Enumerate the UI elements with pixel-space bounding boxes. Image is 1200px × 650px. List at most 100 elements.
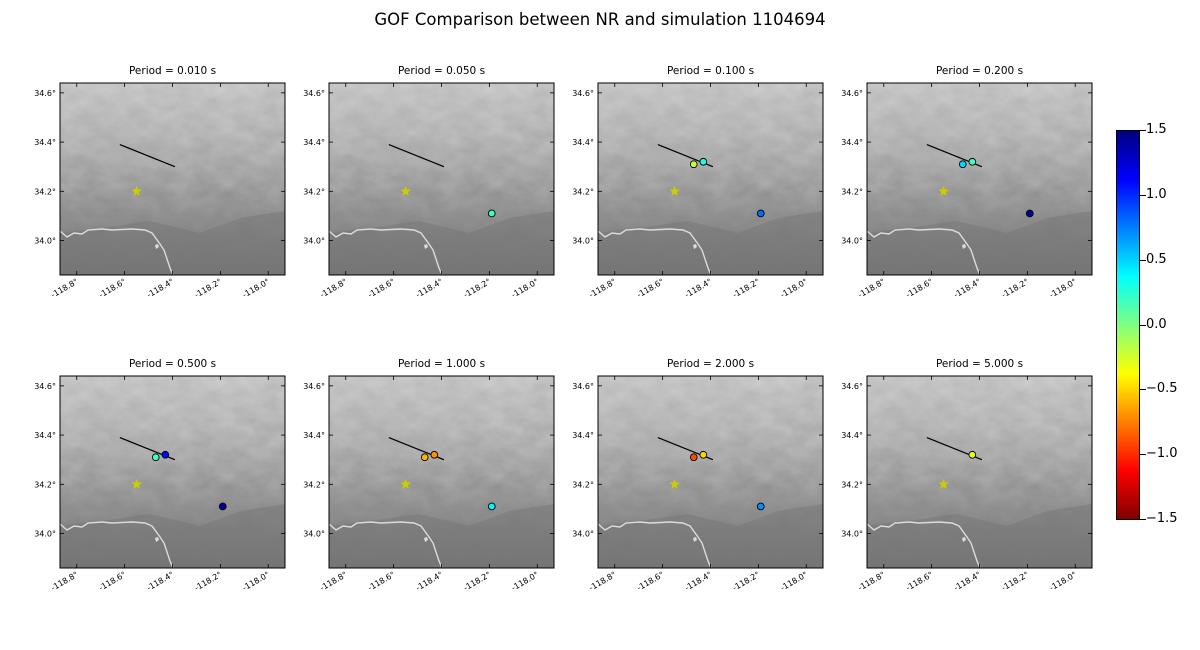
epicenter-star <box>938 478 949 489</box>
xtick-label: -118.2° <box>1000 277 1030 300</box>
basin-shade <box>598 504 823 568</box>
xtick-label: -118.4° <box>952 570 982 593</box>
epicenter-star <box>938 185 949 196</box>
ytick-label: 34.2° <box>34 480 56 489</box>
fault-trace <box>388 143 445 168</box>
station-marker <box>487 209 496 218</box>
station-marker <box>487 502 496 511</box>
xtick-label: -118.4° <box>952 277 982 300</box>
coastline <box>59 228 174 276</box>
terrain-texture <box>867 376 1092 568</box>
ytick-label: 34.4° <box>34 431 56 440</box>
map-panel: Period = 0.200 s 34.0° 34.2° 34.4° 34.6° -118… <box>841 65 1093 300</box>
epicenter-star <box>131 185 142 196</box>
station-marker <box>420 453 429 462</box>
basin-shade <box>60 211 285 275</box>
coastline-inlet <box>155 244 159 249</box>
station-marker <box>756 502 765 511</box>
panel-title: Period = 2.000 s <box>666 358 755 370</box>
basin-shade <box>598 211 823 275</box>
figure-title: GOF Comparison between NR and simulation… <box>374 10 826 29</box>
xtick-label: -118.8° <box>856 277 886 300</box>
xtick-label: -118.6° <box>904 570 934 593</box>
colorbar-tick <box>1140 194 1146 196</box>
ytick-label: 34.4° <box>303 431 325 440</box>
colorbar-tick-label: 1.0 <box>1146 186 1167 202</box>
ytick-label: 34.0° <box>34 530 56 539</box>
xtick-label: -118.8° <box>49 570 79 593</box>
station-marker <box>689 160 698 169</box>
xtick-label: -118.2° <box>462 277 492 300</box>
terrain-texture <box>60 83 285 275</box>
xtick-label: -118.4° <box>145 277 175 300</box>
xtick-label: -118.0° <box>241 277 271 300</box>
ytick-label: 34.4° <box>572 431 594 440</box>
coastline-inlet <box>962 244 966 249</box>
panel-title: Period = 0.500 s <box>128 358 217 370</box>
ytick-label: 34.0° <box>572 237 594 246</box>
station-marker <box>699 157 708 166</box>
coastline-inlet <box>424 537 428 542</box>
xtick-label: -118.8° <box>856 570 886 593</box>
xtick-label: -118.4° <box>414 277 444 300</box>
panel-title: Period = 1.000 s <box>397 358 486 370</box>
colorbar-tick-label: 1.5 <box>1146 122 1167 137</box>
colorbar-tick-label: 0.0 <box>1146 316 1167 332</box>
terrain-texture <box>329 83 554 275</box>
station-marker <box>968 157 977 166</box>
station-marker <box>958 160 967 169</box>
xtick-label: -118.0° <box>1048 570 1078 593</box>
xtick-label: -118.8° <box>587 570 617 593</box>
coastline-inlet <box>693 244 697 249</box>
ytick-label: 34.6° <box>841 382 863 391</box>
ytick-label: 34.6° <box>34 382 56 391</box>
ytick-label: 34.2° <box>303 187 325 196</box>
ytick-label: 34.6° <box>303 89 325 98</box>
colorbar-tick-label: −0.5 <box>1146 381 1178 397</box>
map-plot: 34.0° 34.2° 34.4° 34.6° -118.8° -118.6° -118.4… <box>572 375 824 593</box>
colorbar-tick <box>1140 519 1146 520</box>
ytick-label: 34.4° <box>303 138 325 147</box>
basin-shade <box>329 211 554 275</box>
coastline-inlet <box>155 537 159 542</box>
station-marker <box>1025 209 1034 218</box>
xtick-label: -118.2° <box>731 277 761 300</box>
coastline <box>328 228 443 276</box>
ytick-label: 34.0° <box>303 237 325 246</box>
station-marker <box>689 453 698 462</box>
fault-trace <box>119 143 176 168</box>
xtick-label: -118.2° <box>193 277 223 300</box>
colorbar-tick-label: −1.5 <box>1146 511 1178 526</box>
map-panel: Period = 0.100 s 34.0° 34.2° 34.4° 34.6° -118… <box>572 65 824 300</box>
coastline <box>59 521 174 569</box>
coastline <box>328 521 443 569</box>
basin-shade <box>329 504 554 568</box>
epicenter-star <box>669 185 680 196</box>
station-marker <box>161 450 170 459</box>
ytick-label: 34.0° <box>841 237 863 246</box>
station-marker <box>151 453 160 462</box>
colorbar-tick <box>1140 259 1146 261</box>
map-plot: 34.0° 34.2° 34.4° 34.6° -118.8° -118.6° -118.4… <box>303 375 555 593</box>
ytick-label: 34.2° <box>572 480 594 489</box>
ytick-label: 34.6° <box>34 89 56 98</box>
coastline <box>597 521 712 569</box>
map-plot: 34.0° 34.2° 34.4° 34.6° -118.8° -118.6° -118.4… <box>303 82 555 300</box>
map-panel: Period = 5.000 s 34.0° 34.2° 34.4° 34.6° -118… <box>841 358 1093 593</box>
ytick-label: 34.0° <box>303 530 325 539</box>
xtick-label: -118.0° <box>779 277 809 300</box>
ytick-label: 34.0° <box>34 237 56 246</box>
epicenter-star <box>669 478 680 489</box>
colorbar-tick-label: −1.0 <box>1146 446 1178 462</box>
ytick-label: 34.4° <box>841 431 863 440</box>
ytick-label: 34.4° <box>841 138 863 147</box>
xtick-label: -118.2° <box>731 570 761 593</box>
ytick-label: 34.6° <box>841 89 863 98</box>
panel-title: Period = 0.010 s <box>128 65 217 77</box>
xtick-label: -118.4° <box>683 277 713 300</box>
panel-title: Period = 0.050 s <box>397 65 486 77</box>
xtick-label: -118.8° <box>318 277 348 300</box>
terrain-texture <box>598 83 823 275</box>
ytick-label: 34.2° <box>572 187 594 196</box>
